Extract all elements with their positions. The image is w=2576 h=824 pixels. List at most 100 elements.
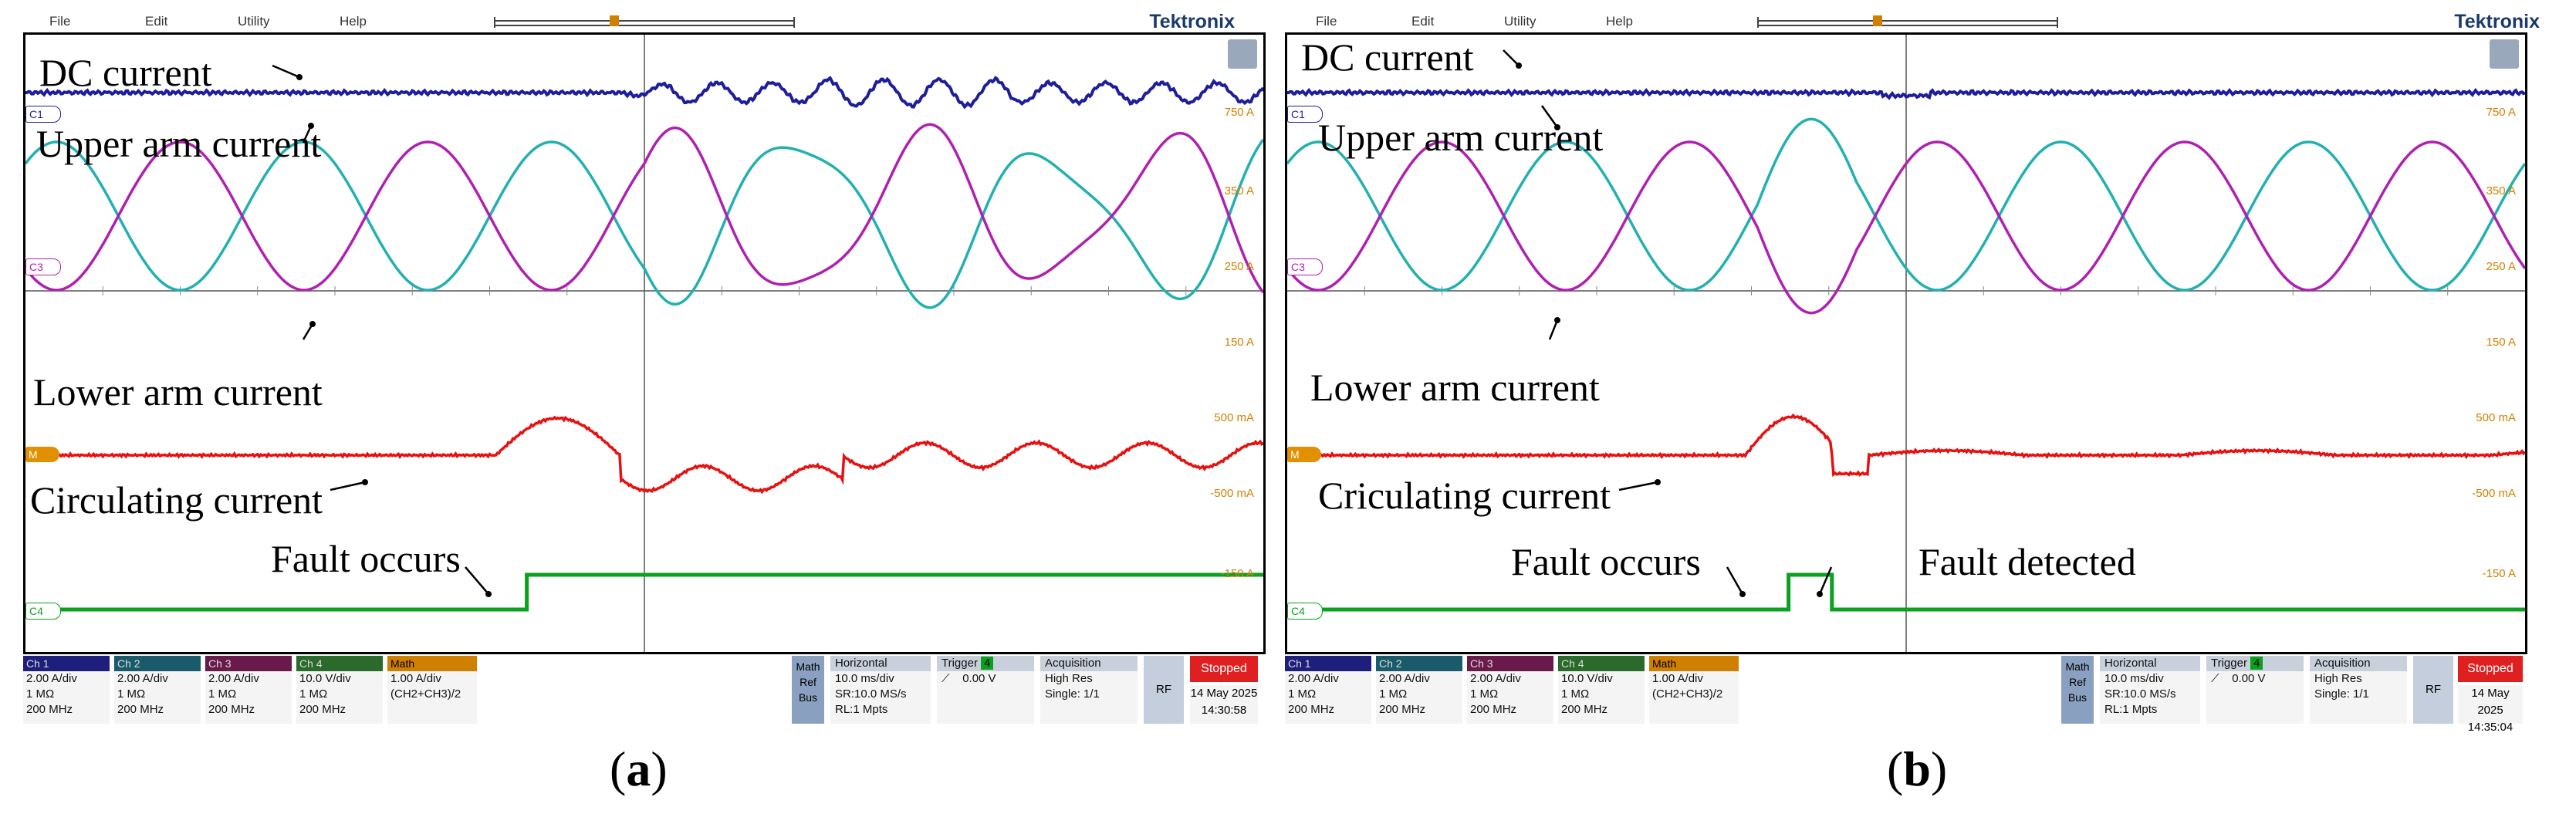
acquisition-readout[interactable]: Acquisition High Res Single: 1/1 (2310, 656, 2407, 724)
ch1-readout[interactable]: Ch 1 2.00 A/div 1 MΩ 200 MHz (23, 656, 110, 724)
ch2-line: 1 MΩ (117, 687, 146, 701)
annotation-arrow (465, 566, 489, 595)
math-line: 1.00 A/div (1652, 672, 1703, 685)
arrow-head (362, 479, 368, 485)
menu-help[interactable]: Help (1606, 14, 1633, 29)
rf-button[interactable]: RF (1144, 656, 1184, 724)
math-line: (CH2+CH3)/2 (1652, 687, 1723, 701)
acquisition-line: High Res (1045, 672, 1093, 685)
channel-tag-c1[interactable]: C1 (1287, 106, 1323, 123)
arrow-head (308, 123, 314, 129)
ch4-line: 10.0 V/div (1561, 672, 1613, 685)
time-text: 14:35:04 (2467, 721, 2513, 734)
bar-end-tick (793, 17, 795, 28)
arrow-head (485, 591, 492, 597)
math-line: 1.00 A/div (390, 672, 441, 685)
bar-start-tick (1757, 17, 1759, 28)
series-fault-signal (25, 572, 1263, 612)
horizontal-readout[interactable]: Horizontal 10.0 ms/div SR:10.0 MS/s RL:1… (2100, 656, 2200, 724)
ch4-readout[interactable]: Ch 4 10.0 V/div 1 MΩ 200 MHz (1558, 656, 1645, 724)
menu-edit[interactable]: Edit (145, 14, 168, 29)
zoom-icon[interactable] (1228, 39, 1257, 69)
menu-edit[interactable]: Edit (1411, 14, 1435, 29)
annotation-arrow (1818, 566, 1833, 595)
run-status[interactable]: Stopped (2458, 656, 2523, 682)
ch1-line: 2.00 A/div (1288, 672, 1339, 685)
scale-label-2: 350 A (1224, 184, 1254, 198)
math-head: Math (1649, 656, 1739, 671)
ch2-readout[interactable]: Ch 2 2.00 A/div 1 MΩ 200 MHz (114, 656, 201, 724)
run-status[interactable]: Stopped (1190, 656, 1258, 682)
ch1-readout[interactable]: Ch 1 2.00 A/div 1 MΩ 200 MHz (1285, 656, 1371, 724)
channel-tag-math[interactable]: M (25, 447, 59, 462)
arrow-head (1655, 479, 1661, 485)
math-readout[interactable]: Math 1.00 A/div (CH2+CH3)/2 (1649, 656, 1739, 724)
annotation-upper-arm: Upper arm current (36, 122, 322, 165)
annotation-arrow (1726, 566, 1744, 595)
rising-edge-icon: ⟋ (2211, 672, 2219, 685)
ch3-line: 1 MΩ (208, 687, 237, 701)
rf-button[interactable]: RF (2413, 656, 2453, 724)
series-upper-arm-current (1287, 117, 2525, 292)
ch3-readout[interactable]: Ch 3 2.00 A/div 1 MΩ 200 MHz (1467, 656, 1553, 724)
ch3-readout[interactable]: Ch 3 2.00 A/div 1 MΩ 200 MHz (205, 656, 292, 724)
readout-bar: Ch 1 2.00 A/div 1 MΩ 200 MHz Ch 2 2.00 A… (23, 654, 1261, 731)
channel-tag-c3[interactable]: C3 (1287, 258, 1323, 275)
acquisition-head: Acquisition (1040, 656, 1138, 671)
math-ref-bus-button[interactable]: Math Ref Bus (2061, 656, 2094, 724)
date-text: 14 May 2025 (2471, 687, 2510, 717)
horizontal-readout[interactable]: Horizontal 10.0 ms/div SR:10.0 MS/s RL:1… (830, 656, 931, 724)
zoom-icon[interactable] (2490, 39, 2519, 69)
trigger-channel-badge: 4 (981, 657, 994, 670)
rising-edge-icon: ⟋ (941, 672, 950, 685)
ch4-head: Ch 4 (1558, 656, 1645, 671)
channel-tag-c4[interactable]: C4 (25, 603, 61, 620)
ch2-readout[interactable]: Ch 2 2.00 A/div 1 MΩ 200 MHz (1376, 656, 1462, 724)
record-view-bar[interactable] (494, 15, 795, 28)
view-marker[interactable] (610, 15, 619, 26)
record-view-bar[interactable] (1757, 15, 2058, 28)
acquisition-readout[interactable]: Acquisition High Res Single: 1/1 (1040, 656, 1138, 724)
acquisition-line: Single: 1/1 (1045, 687, 1100, 701)
scale-label-5: 500 mA (2476, 411, 2516, 424)
ch2-line: 200 MHz (117, 703, 164, 716)
ch1-line: 1 MΩ (1288, 687, 1317, 701)
math-readout[interactable]: Math 1.00 A/div (CH2+CH3)/2 (387, 656, 477, 724)
trigger-readout[interactable]: Trigger 4 ⟋ 0.00 V (2206, 656, 2304, 724)
channel-tag-c4[interactable]: C4 (1287, 603, 1323, 620)
trigger-readout[interactable]: Trigger 4 ⟋ 0.00 V (937, 656, 1034, 724)
acquisition-head: Acquisition (2310, 656, 2407, 671)
ch4-head: Ch 4 (296, 656, 383, 671)
trigger-level: 0.00 V (2232, 672, 2266, 685)
scale-label-4: 150 A (2486, 336, 2516, 349)
trigger-head: Trigger 4 (937, 656, 1034, 671)
scope-screen: C1 C3 M C4 750 A 350 A 250 A 150 A 500 m… (1285, 32, 2527, 654)
arrow-head (1739, 591, 1746, 597)
channel-tag-c1[interactable]: C1 (25, 106, 61, 123)
annotation-arrow (302, 125, 313, 144)
channel-tag-math[interactable]: M (1287, 447, 1321, 462)
scale-label-6: -500 mA (2472, 487, 2516, 500)
scale-label-3: 250 A (1224, 260, 1254, 273)
mrb-line: Math (2065, 660, 2090, 673)
menu-utility[interactable]: Utility (238, 14, 270, 29)
annotation-arrow (272, 64, 300, 79)
ch3-line: 200 MHz (208, 703, 255, 716)
menu-utility[interactable]: Utility (1504, 14, 1536, 29)
caption-b: (b) (1887, 741, 1948, 796)
menu-help[interactable]: Help (340, 14, 367, 29)
math-ref-bus-button[interactable]: Math Ref Bus (792, 656, 824, 724)
annotation-dc-current: DC current (39, 51, 212, 94)
channel-tag-c3[interactable]: C3 (25, 258, 61, 275)
mrb-line: Ref (800, 676, 816, 688)
ch4-readout[interactable]: Ch 4 10.0 V/div 1 MΩ 200 MHz (296, 656, 383, 724)
series-lower-arm-current (25, 123, 1263, 294)
annotation-lower-arm: Lower arm current (33, 370, 323, 414)
ch4-line: 200 MHz (299, 703, 347, 716)
view-marker[interactable] (1873, 15, 1882, 26)
trigger-title: Trigger (2211, 657, 2247, 670)
horizontal-line: SR:10.0 MS/s (835, 687, 907, 701)
waveform-plot (1287, 35, 2525, 652)
menu-file[interactable]: File (49, 14, 71, 29)
menu-file[interactable]: File (1316, 14, 1337, 29)
